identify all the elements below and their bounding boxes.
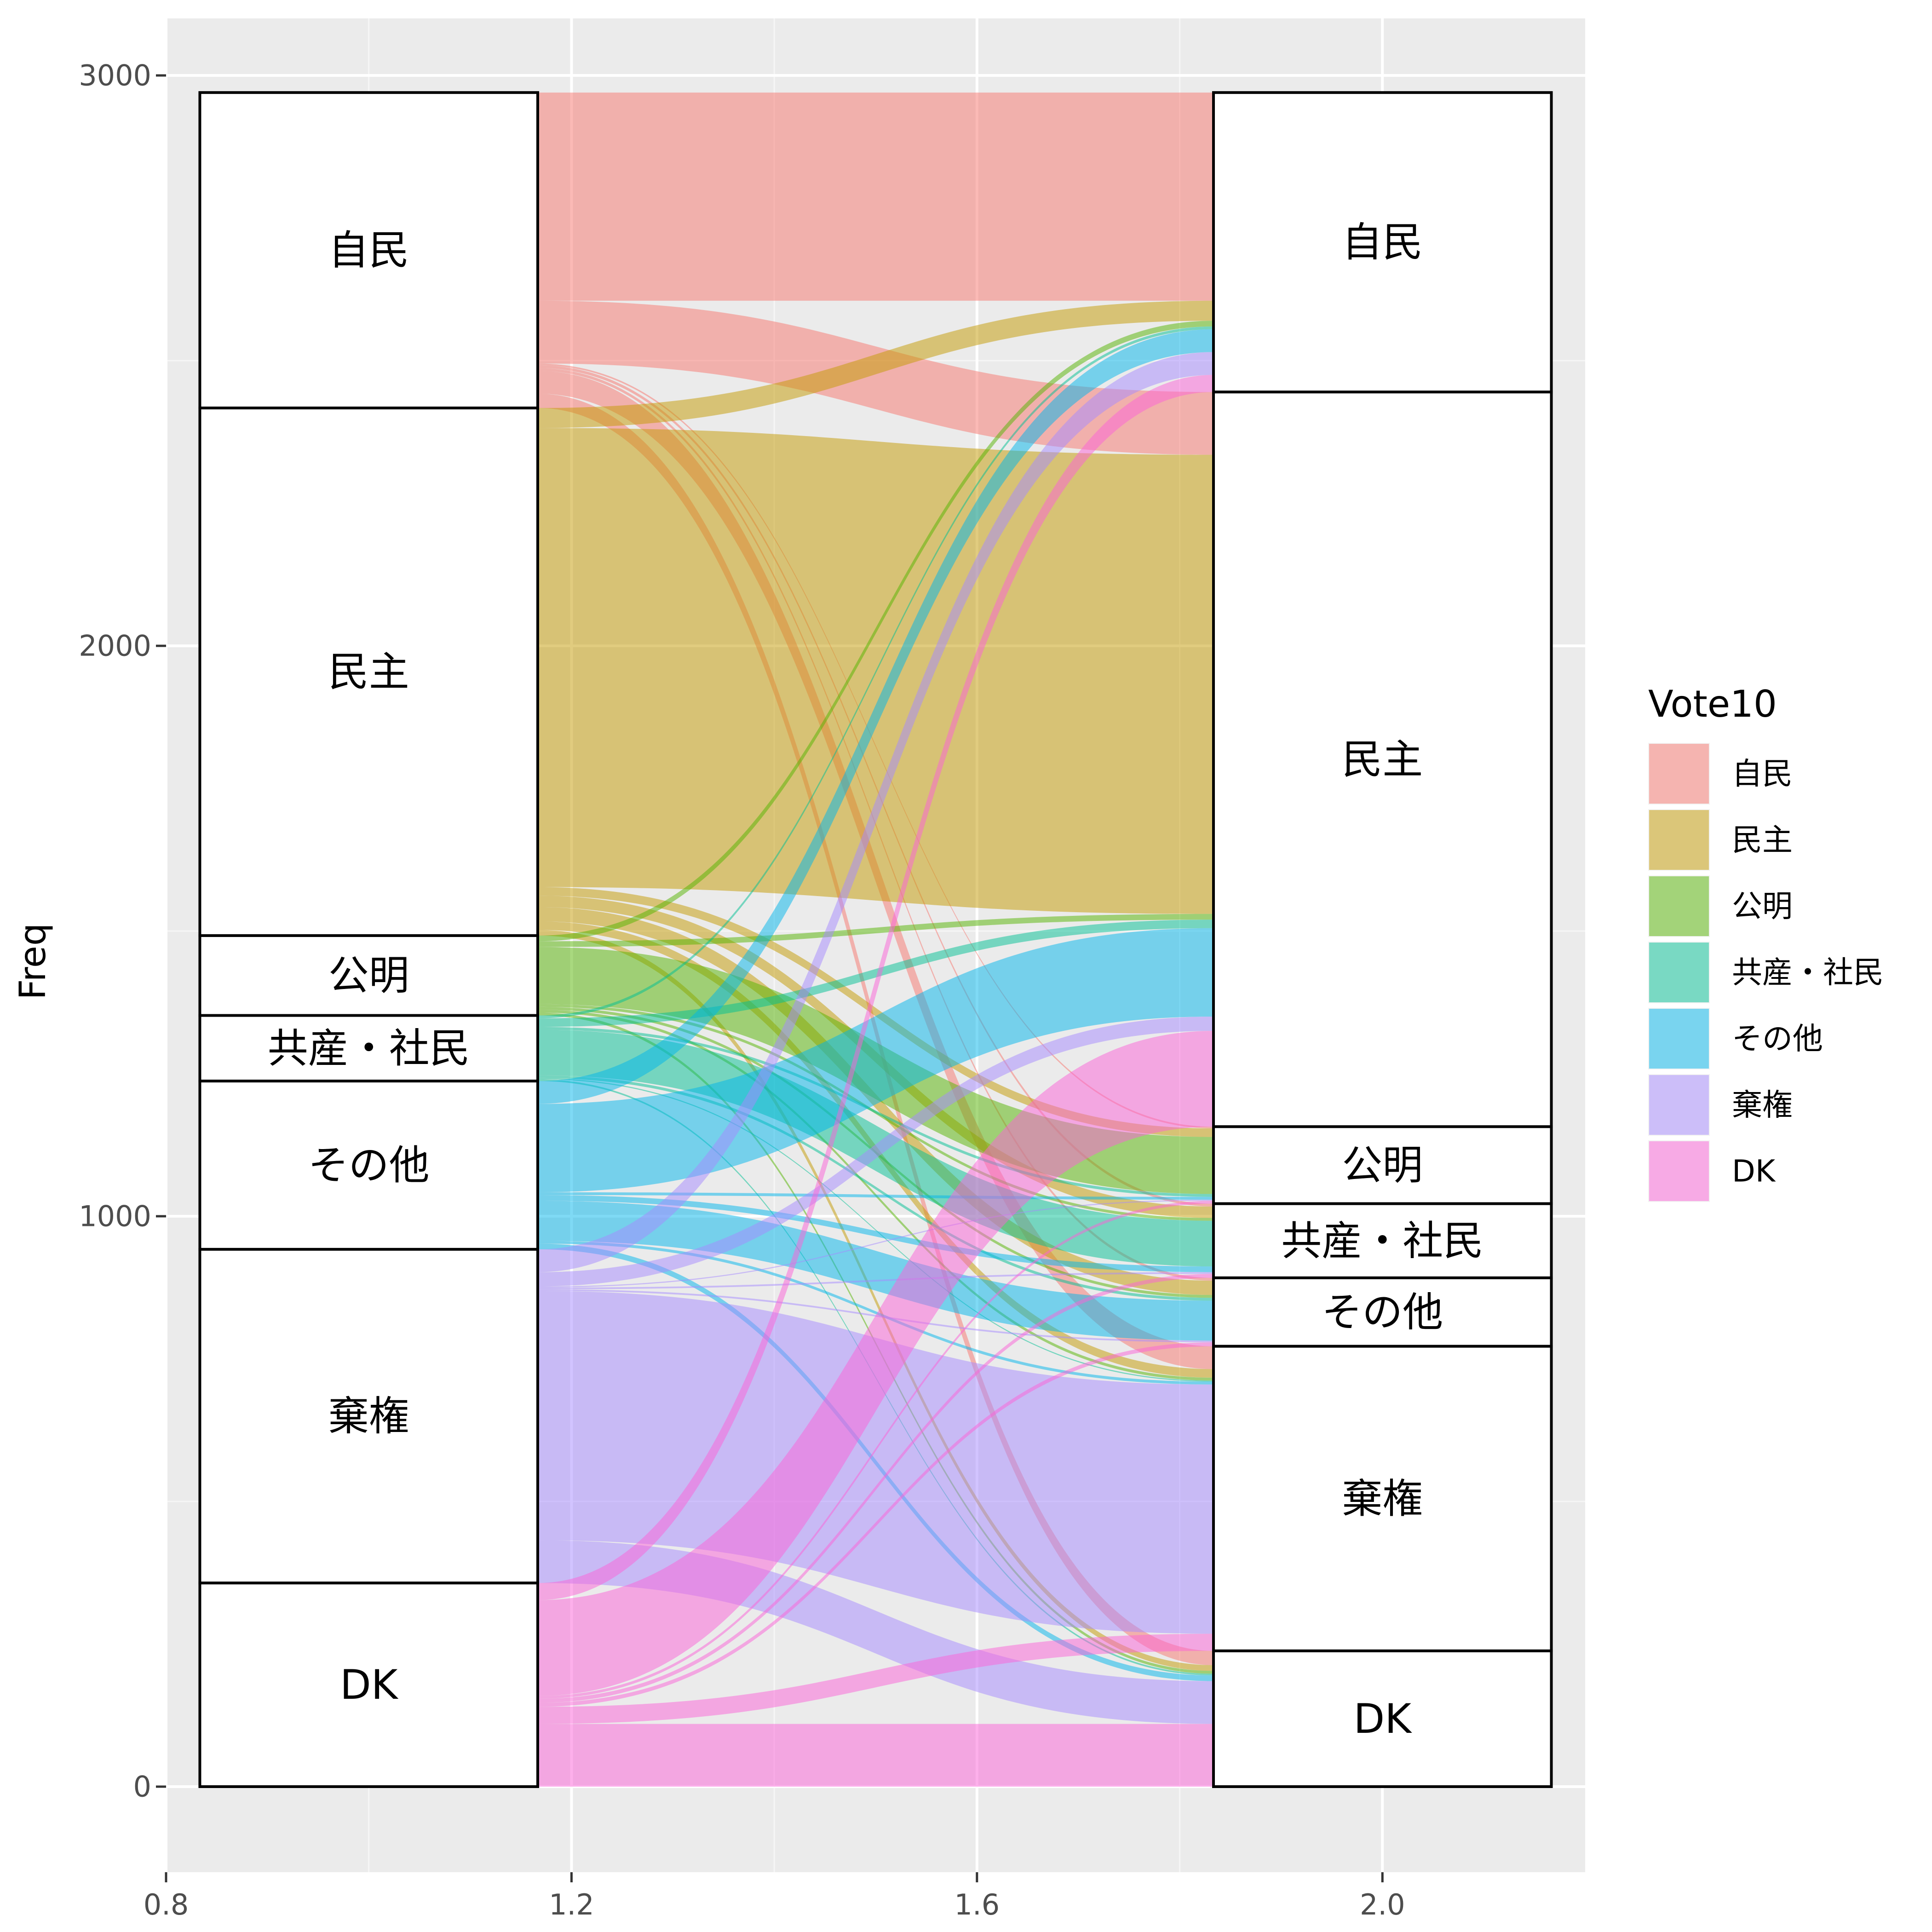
flow-ribbon bbox=[537, 930, 1214, 1671]
flow-ribbon bbox=[537, 1201, 1214, 1699]
flow-ribbon bbox=[537, 1274, 1214, 1703]
flow-ribbon bbox=[537, 1031, 1214, 1696]
axis2-stratum-label: 自民 bbox=[1342, 218, 1423, 266]
x-tick-label: 1.6 bbox=[954, 1888, 1000, 1921]
flow-ribbon bbox=[537, 920, 1214, 1027]
axis1-stratum-label: 共産・社民 bbox=[268, 1024, 470, 1072]
legend-entry-label: 自民 bbox=[1732, 756, 1793, 792]
flow-ribbon bbox=[537, 1078, 1214, 1382]
x-tick-label: 0.8 bbox=[144, 1888, 189, 1921]
flow-ribbon bbox=[537, 352, 1214, 1272]
axis1-stratum-label: 自民 bbox=[328, 227, 409, 274]
legend-entry-label: その他 bbox=[1732, 1021, 1823, 1057]
axis2-stratum-box bbox=[1212, 1125, 1553, 1205]
legend-key bbox=[1649, 1009, 1709, 1069]
y-tick-label: 0 bbox=[133, 1770, 151, 1804]
flow-ribbon bbox=[537, 375, 1214, 1600]
axis1-stratum-label: 公明 bbox=[328, 952, 409, 999]
y-axis-title: Freq bbox=[12, 923, 54, 1000]
x-tick-label: 1.2 bbox=[549, 1888, 594, 1921]
axis1-stratum-box bbox=[198, 91, 539, 409]
y-tick-label: 2000 bbox=[79, 629, 151, 663]
flow-ribbon bbox=[537, 92, 1214, 301]
flow-ribbon bbox=[537, 1241, 1214, 1385]
axis2-stratum-label: 共産・社民 bbox=[1281, 1217, 1484, 1265]
y-tick-label: 3000 bbox=[79, 59, 151, 92]
legend-entry-label: 公明 bbox=[1732, 889, 1793, 924]
axis1-stratum-box bbox=[198, 1014, 539, 1083]
y-tick-label: 1000 bbox=[79, 1200, 151, 1233]
flow-ribbon bbox=[537, 1342, 1214, 1707]
flow-ribbon bbox=[537, 1195, 1214, 1272]
legend-key bbox=[1649, 810, 1709, 870]
flow-ribbon bbox=[537, 1272, 1214, 1289]
flow-ribbon bbox=[537, 887, 1214, 1137]
x-tick-label: 2.0 bbox=[1360, 1888, 1405, 1921]
axis2-stratum-label: 民主 bbox=[1342, 736, 1423, 783]
axis1-stratum-box bbox=[198, 1080, 539, 1251]
flow-ribbon bbox=[537, 928, 1214, 1192]
axis2-stratum-label: 公明 bbox=[1342, 1142, 1423, 1189]
axis2-stratum-box bbox=[1212, 1649, 1553, 1788]
legend-entry-label: 棄権 bbox=[1732, 1087, 1793, 1123]
axis1-stratum-box bbox=[198, 1581, 539, 1788]
legend-key bbox=[1649, 943, 1709, 1002]
axis1-stratum-box bbox=[198, 406, 539, 937]
flow-ribbon bbox=[537, 1724, 1214, 1787]
legend-entry-label: DK bbox=[1732, 1154, 1776, 1189]
flow-ribbon bbox=[537, 1027, 1214, 1197]
axis2-stratum-box bbox=[1212, 391, 1553, 1128]
flow-ribbon bbox=[537, 1192, 1214, 1200]
legend-key bbox=[1649, 744, 1709, 804]
legend-title: Vote10 bbox=[1648, 683, 1777, 725]
flow-ribbon bbox=[537, 1075, 1214, 1301]
flow-ribbon bbox=[537, 329, 1214, 1104]
axis2-stratum-box bbox=[1212, 1345, 1553, 1652]
legend-key bbox=[1649, 876, 1709, 936]
legend-key bbox=[1649, 1141, 1709, 1201]
legend-entry-label: 共産・社民 bbox=[1732, 955, 1884, 990]
axis1-stratum-box bbox=[198, 934, 539, 1017]
axis1-stratum-label: 棄権 bbox=[328, 1392, 409, 1440]
axis1-stratum-label: DK bbox=[340, 1661, 399, 1708]
axis2-stratum-box bbox=[1212, 1202, 1553, 1279]
flow-ribbon bbox=[537, 300, 1214, 428]
axes: Freq 0 1000 2000 3000 0.8 1.2 1.6 2.0 bbox=[12, 59, 1405, 1922]
flow-ribbon bbox=[537, 321, 1214, 942]
axis1-stratum-label: その他 bbox=[308, 1142, 430, 1189]
axis1-stratum-label: 民主 bbox=[328, 648, 409, 696]
flow-ribbon bbox=[537, 1200, 1214, 1288]
flow-ribbon bbox=[537, 1633, 1214, 1724]
flow-ribbon bbox=[537, 1017, 1214, 1287]
axis1-stratum-box bbox=[198, 1248, 539, 1585]
axis2-stratum-label: その他 bbox=[1322, 1288, 1443, 1336]
flow-ribbons bbox=[537, 92, 1214, 1787]
axis2-stratum-label: DK bbox=[1354, 1695, 1413, 1742]
legend-entry-label: 民主 bbox=[1732, 822, 1793, 858]
flow-ribbon bbox=[537, 1201, 1214, 1341]
flow-ribbon bbox=[537, 326, 1214, 1018]
axis2-stratum-label: 棄権 bbox=[1342, 1475, 1423, 1522]
legend-key bbox=[1649, 1075, 1709, 1135]
flow-ribbon bbox=[537, 914, 1214, 947]
